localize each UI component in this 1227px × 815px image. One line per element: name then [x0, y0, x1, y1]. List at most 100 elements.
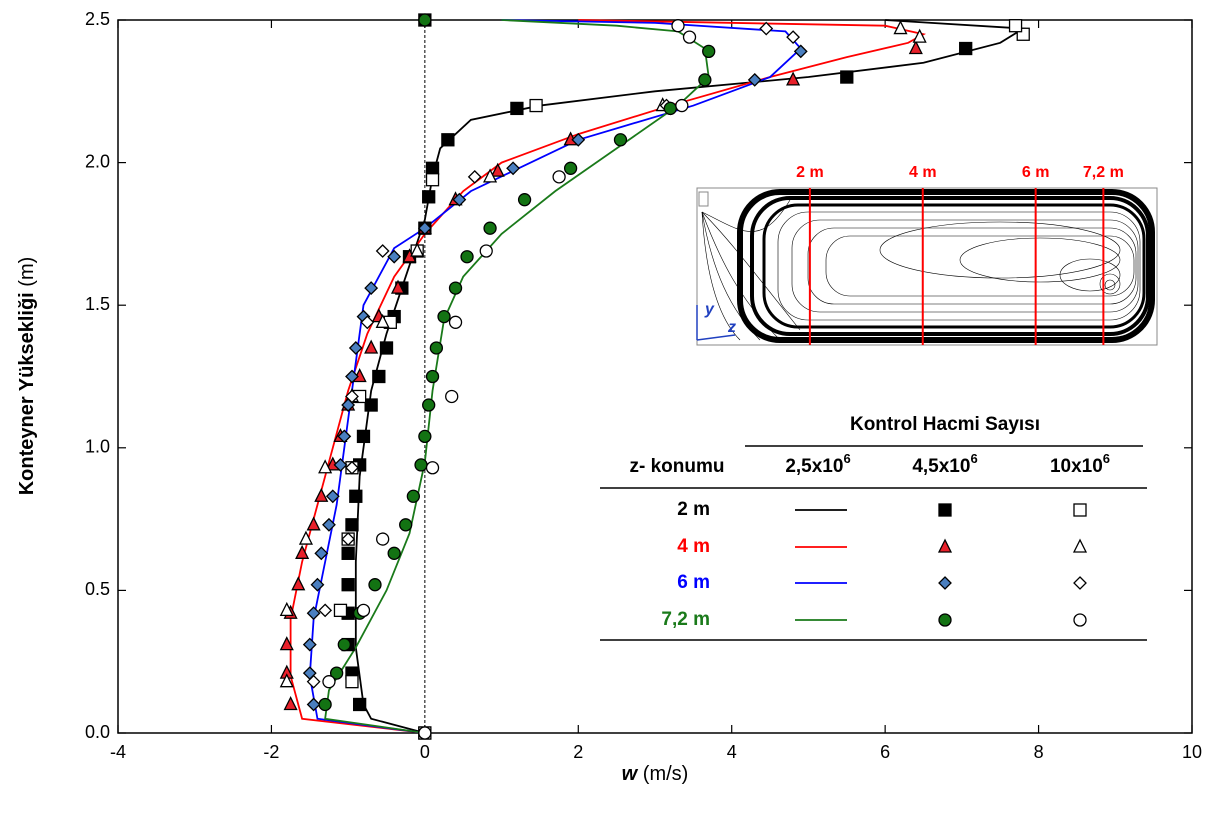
marker-circle [388, 547, 400, 559]
x-tick-label: 6 [880, 742, 890, 762]
y-tick-label: 0.5 [85, 579, 110, 599]
marker-square [939, 504, 951, 516]
marker-circle [338, 639, 350, 651]
marker-circle [415, 459, 427, 471]
marker-diamond [787, 31, 799, 43]
marker-circle [553, 171, 565, 183]
marker-square [1074, 504, 1086, 516]
marker-diamond [350, 342, 362, 354]
y-label-text: Konteyner Yüksekliği [16, 292, 38, 495]
y-tick-label: 1.5 [85, 294, 110, 314]
marker-square [342, 579, 354, 591]
marker-circle [323, 676, 335, 688]
marker-square [427, 174, 439, 186]
inset-position-label: 4 m [909, 164, 937, 181]
marker-circle [400, 519, 412, 531]
inset-axis-label: z [727, 319, 736, 336]
marker-circle [407, 490, 419, 502]
marker-circle [427, 371, 439, 383]
marker-circle [703, 45, 715, 57]
inset-frame [697, 188, 1157, 345]
marker-circle [319, 698, 331, 710]
legend-column-exp: 6 [843, 451, 850, 466]
marker-circle [357, 604, 369, 616]
marker-triangle [939, 540, 951, 552]
marker-square [960, 43, 972, 55]
marker-square [334, 604, 346, 616]
marker-square [346, 519, 358, 531]
inset: 2 m 4 m 6 m 7,2 m yz [697, 164, 1157, 345]
legend-row-label: 7,2 m [661, 609, 710, 630]
marker-diamond [939, 577, 951, 589]
marker-square [381, 342, 393, 354]
x-tick-label: 0 [420, 742, 430, 762]
marker-triangle [308, 518, 320, 530]
marker-circle [480, 245, 492, 257]
marker-circle [519, 194, 531, 206]
chart: w (m/s) Konteyner Yüksekliği (m) 2 m 4 m 6… [0, 0, 1227, 815]
marker-diamond [377, 245, 389, 257]
marker-circle [423, 399, 435, 411]
inlet [699, 192, 708, 206]
marker-circle [676, 100, 688, 112]
marker-diamond [308, 607, 320, 619]
marker-circle [369, 579, 381, 591]
marker-circle [450, 282, 462, 294]
x-tick-label: 10 [1182, 742, 1202, 762]
marker-circle [419, 727, 431, 739]
legend-column-exp: 6 [1103, 451, 1110, 466]
marker-circle [565, 162, 577, 174]
marker-circle [461, 251, 473, 263]
marker-diamond [469, 171, 481, 183]
marker-square [442, 134, 454, 146]
x-tick-label: 2 [573, 742, 583, 762]
legend-column-base: 4,5x10 [912, 456, 970, 477]
marker-circle [419, 430, 431, 442]
marker-square [427, 162, 439, 174]
marker-circle [484, 222, 496, 234]
legend-row-label: 4 m [677, 536, 710, 557]
marker-square [373, 371, 385, 383]
y-axis-label: Konteyner Yüksekliği (m) [16, 257, 38, 496]
marker-triangle [1074, 540, 1086, 552]
marker-square [346, 676, 358, 688]
marker-diamond [1074, 577, 1086, 589]
marker-circle [1074, 614, 1086, 626]
marker-triangle [365, 341, 377, 353]
marker-circle [438, 311, 450, 323]
marker-square [357, 430, 369, 442]
y-tick-label: 2.0 [85, 151, 110, 171]
marker-diamond [308, 698, 320, 710]
marker-square [511, 102, 523, 114]
marker-circle [427, 462, 439, 474]
marker-circle [699, 74, 711, 86]
legend-row-label: 6 m [677, 572, 710, 593]
x-tick-label: -4 [110, 742, 126, 762]
legend-column-base: 2,5x10 [785, 456, 843, 477]
marker-circle [377, 533, 389, 545]
marker-circle [664, 102, 676, 114]
y-tick-label: 0.0 [85, 722, 110, 742]
legend-column-exp: 6 [970, 451, 977, 466]
marker-square [530, 100, 542, 112]
inset-position-label: 7,2 m [1083, 164, 1124, 181]
marker-circle [450, 316, 462, 328]
marker-diamond [319, 604, 331, 616]
y-tick-label: 1.0 [85, 437, 110, 457]
legend-column: 4,5x106 [912, 451, 977, 477]
marker-square [1010, 20, 1022, 32]
marker-circle [430, 342, 442, 354]
marker-triangle [285, 697, 297, 709]
legend-row-label: 2 m [677, 499, 710, 520]
x-axis-label: w (m/s) [622, 763, 689, 785]
x-tick-label: -2 [263, 742, 279, 762]
marker-square [342, 547, 354, 559]
legend-column-base: 10x10 [1050, 456, 1103, 477]
x-label-symbol: w [622, 763, 639, 785]
legend-column: 2,5x106 [785, 451, 850, 477]
legend-column: z- konumu [630, 456, 725, 477]
inset-position-label: 6 m [1022, 164, 1050, 181]
inset-axis-label: y [704, 301, 715, 318]
inset-position-label: 2 m [796, 164, 824, 181]
marker-circle [614, 134, 626, 146]
